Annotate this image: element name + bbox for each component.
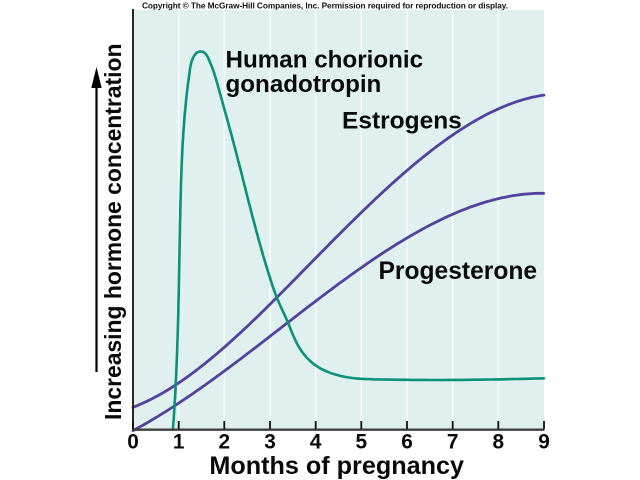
svg-text:7: 7: [447, 431, 459, 454]
svg-text:1: 1: [173, 431, 185, 454]
svg-text:Copyright © The McGraw-Hill Co: Copyright © The McGraw-Hill Companies, I…: [142, 1, 508, 11]
svg-text:Increasing hormone concentrati: Increasing hormone concentration: [100, 44, 126, 421]
svg-text:3: 3: [264, 431, 276, 454]
svg-text:Progesterone: Progesterone: [379, 258, 538, 285]
svg-text:9: 9: [538, 431, 550, 454]
svg-text:2: 2: [219, 431, 231, 454]
svg-text:6: 6: [401, 431, 413, 454]
svg-text:8: 8: [493, 431, 505, 454]
svg-text:0: 0: [127, 431, 139, 454]
svg-text:Estrogens: Estrogens: [342, 108, 462, 135]
svg-text:5: 5: [356, 431, 368, 454]
svg-text:Human chorionic: Human chorionic: [226, 46, 424, 73]
svg-text:gonadotropin: gonadotropin: [226, 71, 382, 98]
svg-text:4: 4: [310, 431, 322, 454]
svg-text:Months of pregnancy: Months of pregnancy: [209, 452, 464, 480]
